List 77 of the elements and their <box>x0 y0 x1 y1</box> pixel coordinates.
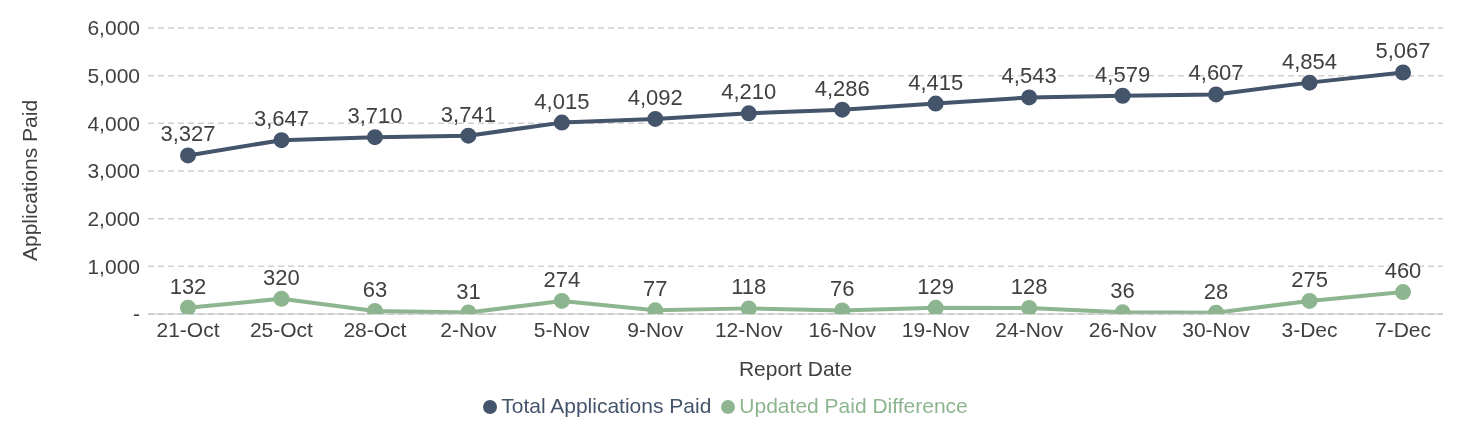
point <box>647 302 664 314</box>
legend-label: Updated Paid Difference <box>739 394 968 417</box>
data-label: 128 <box>1010 273 1048 299</box>
point <box>740 300 757 314</box>
data-label: 3,741 <box>440 101 496 127</box>
data-label: 4,415 <box>908 69 964 95</box>
data-label: 31 <box>456 278 481 304</box>
point <box>1301 74 1318 91</box>
data-label: 460 <box>1384 258 1422 284</box>
x-tick-label: 16-Nov <box>808 317 877 341</box>
x-tick-label: 12-Nov <box>714 317 784 341</box>
data-label: 275 <box>1291 266 1328 292</box>
point <box>1301 292 1318 309</box>
data-label: 4,015 <box>534 88 590 114</box>
data-label: 4,210 <box>721 79 777 105</box>
point <box>553 114 570 131</box>
point <box>1395 284 1411 301</box>
data-label: 118 <box>731 274 767 300</box>
y-tick-label: 1,000 <box>87 254 140 278</box>
point <box>366 129 383 146</box>
y-tick-label: 4,000 <box>87 111 140 135</box>
data-label: 274 <box>543 266 581 292</box>
x-tick-label: 19-Nov <box>901 317 971 341</box>
point <box>1021 89 1038 106</box>
y-tick-label: - <box>133 302 140 326</box>
data-label: 4,092 <box>627 84 683 110</box>
point <box>1114 87 1131 104</box>
point <box>647 110 664 127</box>
x-tick-label: 26-Nov <box>1088 317 1157 341</box>
data-label: 36 <box>1110 278 1135 304</box>
point <box>834 302 851 314</box>
data-label: 4,607 <box>1188 60 1244 86</box>
x-tick-label: 3-Dec <box>1281 317 1338 341</box>
point <box>927 95 944 112</box>
data-label: 77 <box>643 276 668 302</box>
point <box>180 147 196 164</box>
point <box>553 292 570 309</box>
data-label: 132 <box>169 273 207 299</box>
data-label: 4,543 <box>1001 63 1057 89</box>
y-tick-label: 2,000 <box>87 207 140 231</box>
point <box>1208 86 1225 103</box>
data-label: 4,854 <box>1282 48 1338 74</box>
point <box>273 132 290 149</box>
point <box>460 127 477 144</box>
x-axis-title: Report Date <box>738 357 853 380</box>
data-label: 63 <box>362 277 388 302</box>
y-tick-label: 5,000 <box>87 64 140 88</box>
x-tick-label: 25-Oct <box>249 317 314 341</box>
x-tick-label: 21-Oct <box>156 317 220 341</box>
point <box>180 299 196 314</box>
data-label: 3,327 <box>160 121 216 147</box>
point <box>740 105 757 122</box>
data-label: 4,579 <box>1095 61 1151 87</box>
y-axis-title: Applications Paid <box>18 99 42 261</box>
data-label: 76 <box>829 276 855 302</box>
data-label: 3,647 <box>253 106 309 132</box>
data-label: 129 <box>917 273 955 299</box>
data-label: 320 <box>263 264 300 290</box>
x-tick-label: 30-Nov <box>1182 317 1251 341</box>
data-label: 5,067 <box>1375 38 1431 64</box>
x-tick-label: 28-Oct <box>343 317 407 341</box>
y-tick-label: 6,000 <box>87 16 140 40</box>
legend-label: Total Applications Paid <box>501 394 712 417</box>
point <box>1395 64 1411 81</box>
y-tick-label: 3,000 <box>87 159 140 183</box>
data-label: 28 <box>1203 278 1229 304</box>
data-label: 4,286 <box>814 75 870 101</box>
x-tick-label: 7-Dec <box>1374 317 1432 341</box>
point <box>834 101 851 118</box>
x-tick-label: 2-Nov <box>440 317 497 341</box>
x-tick-label: 9-Nov <box>627 317 684 341</box>
point <box>273 290 290 307</box>
point <box>927 299 944 314</box>
point <box>1021 299 1038 314</box>
data-label: 3,710 <box>347 103 403 129</box>
x-tick-label: 5-Nov <box>533 317 591 341</box>
x-tick-label: 24-Nov <box>995 317 1064 341</box>
